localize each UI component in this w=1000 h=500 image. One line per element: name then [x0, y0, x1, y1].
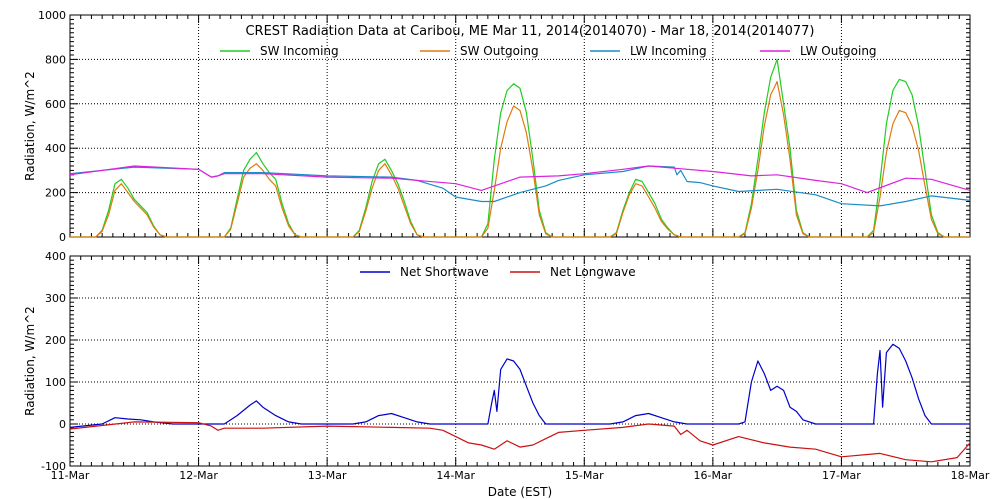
x-tick-label: 16-Mar [693, 469, 732, 482]
x-tick-label: 12-Mar [179, 469, 218, 482]
series-line-net-longwave [69, 421, 971, 463]
y-tick-label: 100 [45, 376, 66, 389]
y-tick-label: 0 [59, 418, 66, 431]
series-line-sw-outgoing [70, 80, 970, 238]
top-y-axis-label: Radiation, W/m^2 [23, 71, 37, 181]
plot-frame [69, 255, 971, 467]
top-panel: 0 200 400 600 800 1000 SW Incoming SW Outgoing L… [38, 9, 971, 244]
bottom-panel: -100 0 100 200 300 400 11-Mar 12-Mar 13-Mar 14-Ma… [41, 250, 990, 482]
y-tick-label: 1000 [38, 9, 66, 22]
x-axis-label: Date (EST) [488, 485, 552, 499]
series-line-net-shortwave [69, 343, 970, 428]
y-tick-label: 0 [59, 231, 66, 244]
y-tick-label: 300 [45, 292, 66, 305]
series-line-lw-outgoing [69, 165, 971, 194]
y-tick-label: -100 [41, 460, 66, 473]
y-tick-label: 400 [45, 142, 66, 155]
legend-label: SW Outgoing [460, 44, 539, 58]
legend-label: SW Incoming [260, 44, 339, 58]
bottom-y-axis-label: Radiation, W/m^2 [23, 306, 37, 416]
x-tick-label: 17-Mar [822, 469, 861, 482]
legend-label: LW Outgoing [800, 44, 877, 58]
x-tick-label: 11-Mar [51, 469, 90, 482]
x-tick-label: 13-Mar [308, 469, 347, 482]
legend-label: Net Shortwave [400, 265, 489, 279]
x-tick-label: 18-Mar [951, 469, 990, 482]
y-tick-label: 800 [45, 53, 66, 66]
y-tick-label: 400 [45, 250, 66, 263]
x-tick-label: 14-Mar [436, 469, 475, 482]
legend-label: Net Longwave [550, 265, 636, 279]
y-tick-label: 600 [45, 98, 66, 111]
chart-title: CREST Radiation Data at Caribou, ME Mar … [245, 24, 814, 39]
y-tick-label: 200 [45, 187, 66, 200]
series-line-lw-incoming [69, 165, 971, 207]
x-tick-label: 15-Mar [565, 469, 604, 482]
legend-label: LW Incoming [630, 44, 707, 58]
y-tick-label: 200 [45, 334, 66, 347]
